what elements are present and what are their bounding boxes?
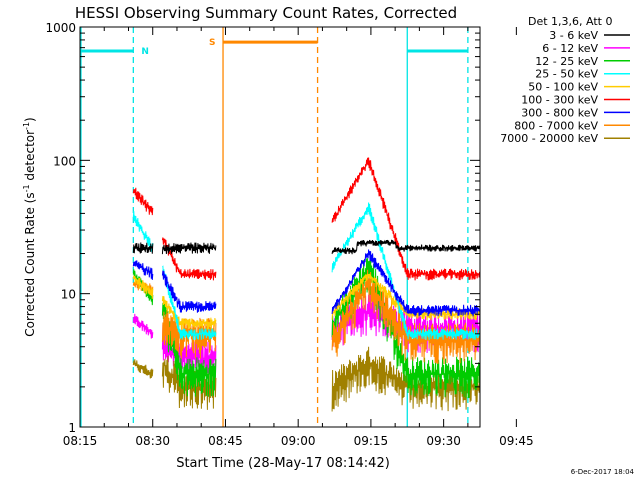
x-tick-label: 09:30 [426,434,461,448]
legend-label: 300 - 800 keV [521,106,598,119]
flag-label: N [141,47,149,57]
legend-label: 12 - 25 keV [535,55,598,68]
series-line [331,202,481,340]
series-line [132,211,154,252]
series-line [161,298,217,397]
x-tick-label: 09:45 [499,434,534,448]
legend-label: 7000 - 20000 keV [500,132,598,145]
chart-title: HESSI Observing Summary Count Rates, Cor… [75,4,457,22]
series-line [132,187,154,216]
legend-label: 3 - 6 keV [549,29,598,42]
series-line [132,359,154,379]
x-axis: 08:15 08:30 08:45 09:00 09:15 09:30 09:45 [63,27,534,448]
y-tick-label: 1000 [45,21,76,35]
series-line [331,249,481,317]
plot-frame [79,26,481,428]
legend-label: 25 - 50 keV [535,68,598,81]
x-tick-label: 09:15 [354,434,389,448]
legend-label: 100 - 300 keV [521,94,598,107]
x-tick-label: 08:30 [135,434,170,448]
series-line [162,265,217,340]
series-line [161,237,217,281]
legend-label: 800 - 7000 keV [514,119,598,132]
count-rate-series [132,157,481,412]
y-tick-label: 10 [61,288,76,302]
x-axis-title: Start Time (28-May-17 08:14:42) [176,456,390,471]
x-tick-label: 08:15 [63,434,98,448]
series-line [331,256,481,399]
footer-date: 6-Dec-2017 18:04 [571,468,635,476]
y-tick-label: 1 [68,421,76,435]
series-line [331,239,481,255]
legend-label: 6 - 12 keV [542,42,598,55]
series-line [331,273,481,321]
series-line [161,242,217,255]
flag-label: S [209,38,215,48]
legend-header: Det 1,3,6, Att 0 [528,15,612,28]
y-axis-title: Corrected Count Rate (s-1 detector-1) [22,117,37,336]
series-line [331,157,481,281]
series-line [161,270,217,313]
series-line [161,295,217,330]
series-line [161,324,217,383]
series-line [132,242,154,254]
series-line [132,260,154,280]
legend-label: 50 - 100 keV [528,81,598,94]
y-tick-label: 100 [53,154,76,168]
series-line [132,313,154,339]
series-line [132,275,154,299]
y-axis: 1 10 100 1000 [45,21,480,435]
x-tick-label: 09:00 [281,434,316,448]
x-tick-label: 08:45 [208,434,243,448]
flag-bars: NS [80,38,468,57]
